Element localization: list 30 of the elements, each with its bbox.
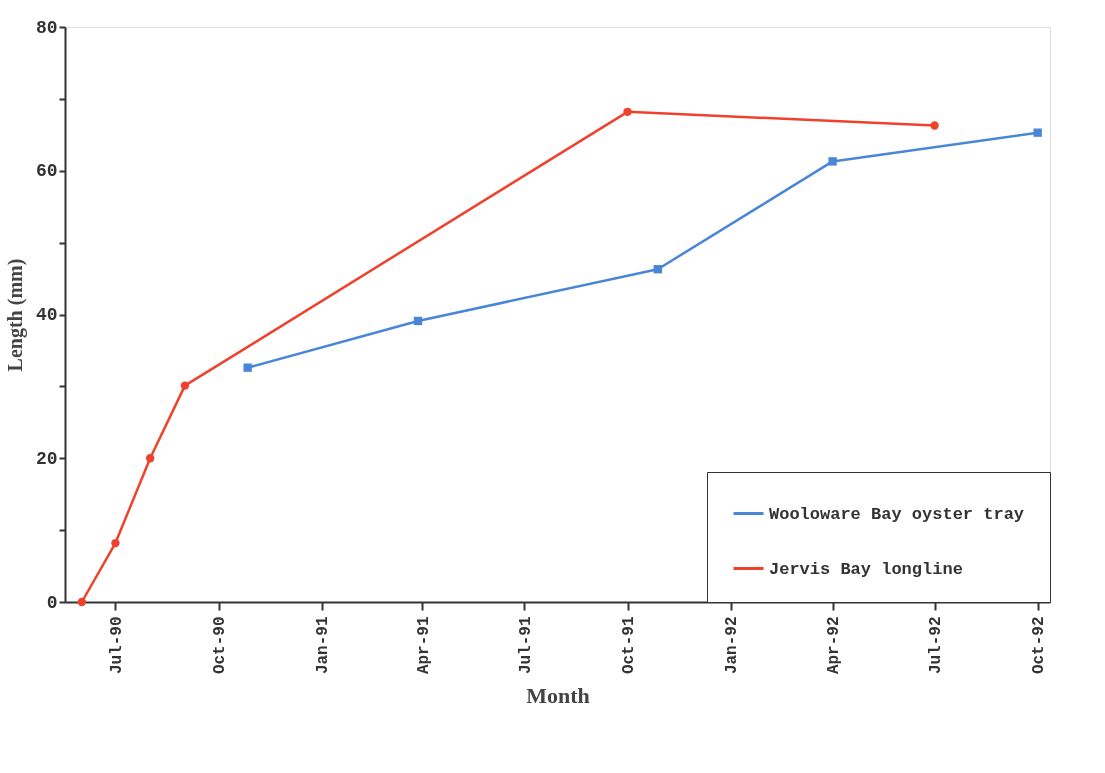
y-tick-label: 20 [35,448,58,469]
point [180,381,190,390]
point [653,265,662,274]
x-tick-label: Jan-91 [314,616,333,675]
y-tick-label: 60 [35,161,58,182]
y-tick-label: 40 [35,305,58,325]
y-tick-label: 0 [46,592,58,613]
legend-label: Wooloware Bay oyster tray [769,504,1025,524]
legend-label: Jervis Bay longline [769,559,963,579]
x-tick-label: Apr-91 [414,616,433,675]
x-tick-label: Jul-90 [107,616,126,675]
point [145,454,155,463]
x-tick-label: Oct-90 [211,616,230,675]
point [243,363,252,372]
x-tick-label: Jul-91 [516,616,535,675]
point [77,597,86,607]
point [828,157,837,166]
x-tick-label: Oct-91 [620,616,639,675]
x-tick-label: Apr-92 [825,616,844,675]
y-axis-title: Length (mm) [3,258,27,372]
point [111,538,120,548]
x-tick-label: Jul-92 [927,616,946,675]
x-tick-label: Oct-92 [1030,616,1049,675]
point [930,121,939,130]
point [623,107,632,116]
x-axis-title: Month [526,683,590,709]
point [1033,128,1042,137]
x-tick-label: Jan-92 [723,616,742,675]
point [413,316,423,326]
y-tick-label: 80 [35,17,58,38]
